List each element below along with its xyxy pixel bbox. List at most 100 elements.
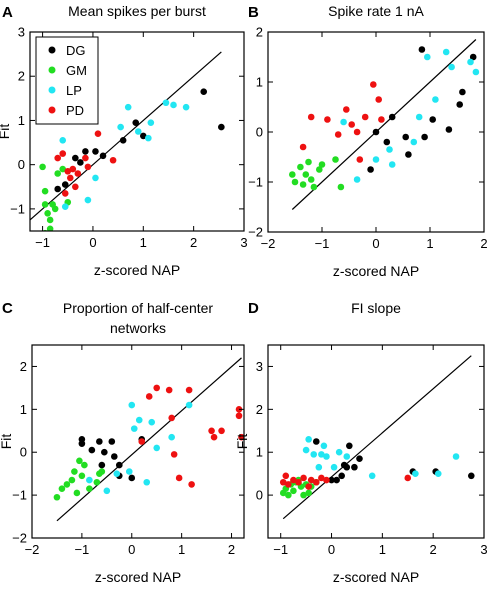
legend-marker-gm <box>48 66 56 74</box>
data-point <box>410 138 418 146</box>
data-point <box>356 455 363 462</box>
data-point <box>41 201 49 208</box>
data-point <box>372 128 380 136</box>
data-point <box>188 481 195 488</box>
data-point <box>305 483 312 490</box>
data-point <box>312 478 320 486</box>
panel-a: A Mean spikes per burst −1 0 1 2 3 −1 0 1 2 3 z-scor… <box>0 3 248 278</box>
data-point <box>84 163 92 171</box>
data-point <box>388 113 396 121</box>
series-gm <box>53 457 106 501</box>
data-point <box>353 128 361 136</box>
legend-label-lp: LP <box>66 83 82 98</box>
data-point <box>53 493 61 501</box>
data-point <box>456 101 464 108</box>
data-point <box>318 451 325 458</box>
data-point <box>346 442 353 450</box>
data-point <box>383 138 391 146</box>
data-point <box>404 474 412 482</box>
panel-title: networks <box>110 320 166 336</box>
data-point <box>113 470 121 477</box>
data-point <box>415 113 423 121</box>
data-point <box>300 491 307 499</box>
data-point <box>111 453 118 460</box>
x-tick-label: 2 <box>430 542 437 557</box>
data-point <box>41 187 49 195</box>
y-axis-label: Fit <box>0 124 12 140</box>
data-point <box>375 96 383 103</box>
data-point <box>108 438 116 445</box>
data-point <box>98 468 106 475</box>
x-axis-label: z-scored NAP <box>333 263 419 279</box>
x-tick-label: −2 <box>261 236 276 251</box>
panel-title: Proportion of half-center <box>63 300 214 316</box>
data-point <box>316 166 323 173</box>
data-point <box>356 156 364 163</box>
data-point <box>78 472 86 480</box>
data-point <box>290 487 297 495</box>
series-pd <box>54 130 117 197</box>
data-point <box>332 156 339 163</box>
data-point <box>343 453 351 460</box>
data-point <box>310 451 318 458</box>
y-tick-label: 0 <box>256 488 263 503</box>
y-axis-label: Fit <box>234 434 250 450</box>
legend-label-pd: PD <box>66 103 84 118</box>
data-point <box>125 468 133 475</box>
data-point <box>302 446 310 454</box>
data-point <box>402 133 410 141</box>
y-tick-label: 3 <box>256 359 263 374</box>
data-point <box>338 472 345 480</box>
series-pd <box>138 384 244 488</box>
y-tick-label: 2 <box>256 402 263 417</box>
data-point <box>130 425 138 432</box>
data-point <box>88 446 96 454</box>
data-point <box>64 168 72 175</box>
data-point <box>182 103 190 111</box>
data-point <box>82 148 89 155</box>
panel-letter: C <box>2 300 13 317</box>
y-tick-label: −1 <box>12 488 27 503</box>
data-point <box>312 438 320 445</box>
y-tick-label: 0 <box>18 157 25 172</box>
data-point <box>386 146 393 153</box>
y-tick-label: 1 <box>20 402 27 417</box>
data-point <box>351 463 358 471</box>
x-tick-label: −1 <box>315 236 330 251</box>
data-point <box>81 461 88 469</box>
x-tick-label: 2 <box>190 235 197 250</box>
y-tick-label: 1 <box>256 445 263 460</box>
data-point <box>109 156 117 164</box>
data-point <box>185 401 193 409</box>
data-point <box>340 118 347 126</box>
data-point <box>54 154 61 162</box>
data-point <box>147 119 155 126</box>
data-point <box>305 158 312 166</box>
data-point <box>93 478 101 486</box>
panel-letter: B <box>248 4 259 21</box>
data-point <box>285 481 292 488</box>
data-point <box>412 470 419 477</box>
panel-c: C Proportion of half-center networks −2 −1 0 1… <box>0 300 245 585</box>
data-point <box>448 63 455 71</box>
x-tick-label: −2 <box>25 542 40 557</box>
data-point <box>148 418 156 426</box>
x-tick-label: 1 <box>140 235 147 250</box>
legend-label-dg: DG <box>66 43 86 58</box>
x-tick-label: −1 <box>74 542 89 557</box>
legend: DG GM LP PD <box>35 36 99 125</box>
data-point <box>307 113 315 121</box>
data-point <box>445 126 453 133</box>
y-tick-label: 0 <box>256 125 263 140</box>
diagonal-line <box>56 357 242 522</box>
data-point <box>73 489 81 497</box>
data-point <box>323 453 330 460</box>
series-pd <box>279 472 412 490</box>
axes-box <box>29 31 245 232</box>
series-lp <box>86 401 193 495</box>
y-tick-label: 2 <box>256 25 263 40</box>
data-point <box>343 463 351 471</box>
data-point <box>421 133 428 141</box>
data-point <box>238 433 244 441</box>
series-lp <box>340 48 480 183</box>
